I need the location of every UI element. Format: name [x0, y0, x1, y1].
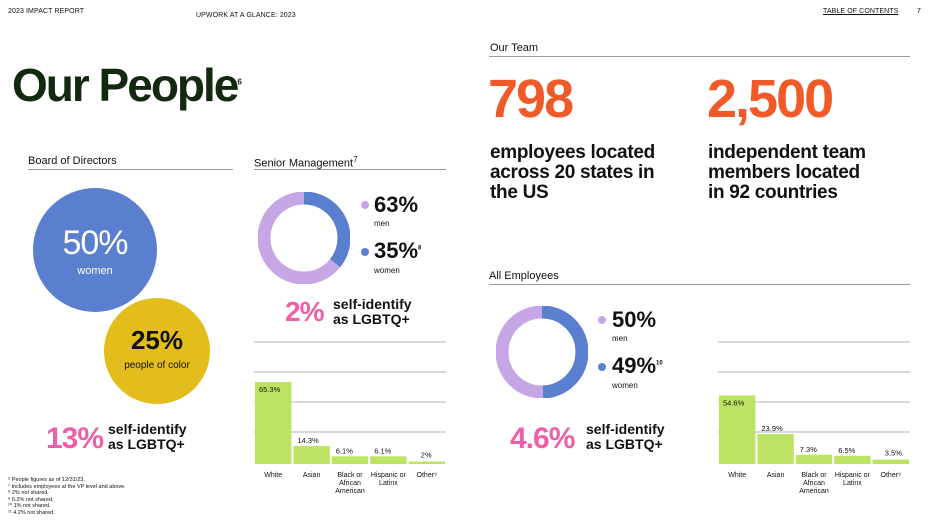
all-race-bar — [834, 455, 871, 464]
team-divider — [489, 56, 910, 57]
all-lgbtq-text: self-identify as LGBTQ+ — [586, 421, 665, 452]
footnote: ⁹ 6.2% not shared. — [8, 496, 54, 503]
senior-lgbtq-pct: 2% — [285, 296, 324, 327]
board-poc-circle: 25% people of color — [104, 298, 210, 404]
all-race-category-label: Asian — [766, 472, 785, 479]
all-men-label: men — [612, 334, 628, 343]
all-race-value-label: 6.5% — [838, 446, 855, 455]
report-title: 2023 IMPACT REPORT — [8, 8, 85, 15]
independent-count: 2,500 — [707, 69, 834, 129]
board-divider — [28, 169, 233, 170]
our-team-label: Our Team — [490, 42, 539, 54]
all-women-dot — [598, 363, 606, 371]
board-women-pct: 50% — [62, 223, 128, 262]
footnote: ¹¹ 4.2% not shared. — [8, 509, 55, 516]
page-number: 7 — [917, 8, 921, 15]
all-race-category-label: Other⁹ — [880, 472, 902, 479]
senior-management-label: Senior Management7 — [254, 155, 358, 170]
senior-race-category-label: White — [264, 472, 283, 479]
independent-description: independent team members located in 92 c… — [708, 142, 866, 203]
all-donut-slice-women — [496, 306, 588, 398]
all-race-bar — [719, 395, 756, 464]
senior-donut-chart — [258, 192, 350, 284]
senior-race-category-label: Asian — [302, 472, 321, 479]
footnote: ⁸ 2% not shared. — [8, 490, 49, 496]
all-race-bar — [795, 454, 833, 464]
board-lgbtq-pct: 13% — [46, 422, 104, 455]
senior-women-dot — [361, 248, 369, 256]
all-race-bar — [872, 459, 909, 464]
all-race-value-label: 7.3% — [800, 445, 817, 454]
senior-race-category-label: Black or African American — [335, 472, 365, 495]
all-race-value-label: 54.6% — [723, 398, 745, 407]
employees-description: employees located across 20 states in th… — [490, 142, 655, 203]
senior-donut-slice-women — [258, 192, 350, 284]
all-race-category-label: White — [728, 472, 747, 479]
board-women-label: women — [77, 264, 113, 277]
section-title: UPWORK AT A GLANCE: 2023 — [196, 12, 296, 19]
senior-men-pct: 63% — [374, 192, 419, 217]
senior-women-label: women — [374, 266, 400, 275]
senior-race-value-label: 6.1% — [374, 446, 391, 455]
board-of-directors-label: Board of Directors — [28, 155, 117, 167]
all-employees-label: All Employees — [489, 270, 559, 282]
senior-race-bar — [370, 456, 407, 464]
all-race-value-label: 3.5% — [885, 449, 902, 458]
footnote: ⁷ Includes employees at the VP level and… — [8, 483, 126, 490]
all-lgbtq-pct: 4.6% — [510, 422, 575, 455]
board-poc-label: people of color — [124, 360, 190, 371]
board-women-circle: 50% women — [33, 188, 157, 312]
page-title: Our People6 — [12, 59, 242, 111]
all-race-value-label: 23.9% — [761, 424, 783, 433]
all-race-category-label: Black or African American — [799, 472, 829, 495]
all-men-dot — [598, 316, 606, 324]
all-women-pct: 49%10 — [612, 353, 663, 378]
senior-race-value-label: 6.1% — [336, 446, 353, 455]
senior-divider — [254, 169, 446, 170]
table-of-contents-link[interactable]: TABLE OF CONTENTS — [823, 8, 899, 15]
board-poc-pct: 25% — [130, 325, 184, 355]
senior-race-bar — [293, 446, 330, 464]
footnote: ¹⁰ 1% not shared. — [8, 503, 51, 509]
senior-race-value-label: 2% — [421, 450, 432, 459]
senior-race-bar — [408, 461, 445, 464]
senior-race-bar — [331, 456, 369, 464]
employees-count: 798 — [488, 69, 574, 129]
all-men-pct: 50% — [612, 307, 657, 332]
senior-race-value-label: 65.3% — [259, 385, 281, 394]
senior-race-category-label: Other⁹ — [416, 472, 438, 479]
board-lgbtq-text: self-identify as LGBTQ+ — [108, 421, 187, 452]
all-race-category-label: Hispanic or Latinx — [834, 472, 870, 487]
senior-race-value-label: 14.3% — [297, 436, 319, 445]
all-race-bar-chart: 54.6% 23.9% 7.3% 6.5% 3.5% — [718, 341, 910, 464]
all-employees-donut-chart — [496, 306, 588, 398]
all-employees-divider — [489, 284, 910, 285]
senior-race-bar — [255, 382, 292, 464]
all-race-bar — [757, 433, 794, 464]
senior-men-dot — [361, 201, 369, 209]
senior-race-category-label: Hispanic or Latinx — [370, 472, 406, 487]
senior-women-pct: 35%8 — [374, 238, 422, 263]
footnotes: ⁶ People figures as of 12/31/23. ⁷ Includ… — [8, 477, 126, 516]
footnote: ⁶ People figures as of 12/31/23. — [8, 477, 85, 483]
senior-race-bar-chart: 65.3% 14.3% 6.1% 6.1% 2% — [254, 341, 446, 464]
senior-men-label: men — [374, 219, 390, 228]
senior-lgbtq-text: self-identify as LGBTQ+ — [333, 296, 412, 327]
all-women-label: women — [612, 381, 638, 390]
